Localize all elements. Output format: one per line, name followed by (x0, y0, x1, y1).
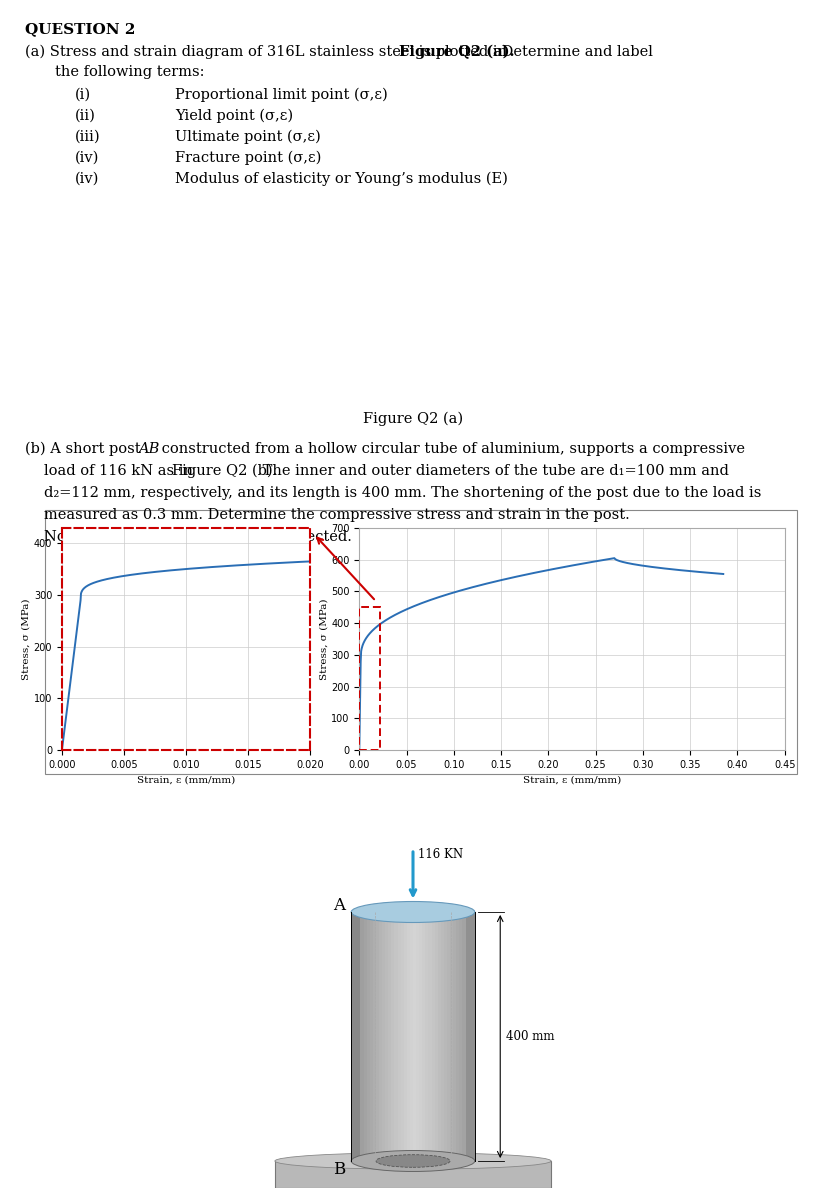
Y-axis label: Stress, σ (MPa): Stress, σ (MPa) (22, 599, 31, 679)
Text: Figure Q2 (a): Figure Q2 (a) (363, 412, 463, 426)
Text: (iv): (iv) (75, 151, 99, 164)
Text: 400 mm: 400 mm (506, 1030, 554, 1043)
Text: load of 116 kN as in: load of 116 kN as in (44, 464, 197, 478)
Text: constructed from a hollow circular tube of aluminium, supports a compressive: constructed from a hollow circular tube … (157, 442, 745, 456)
Text: The inner and outer diameters of the tube are d₁=100 mm and: The inner and outer diameters of the tub… (258, 464, 729, 478)
Text: (iii): (iii) (75, 130, 101, 144)
Ellipse shape (351, 901, 475, 923)
X-axis label: Strain, ε (mm/mm): Strain, ε (mm/mm) (137, 775, 235, 785)
Ellipse shape (275, 1153, 551, 1169)
Text: Fracture point (σ,ε): Fracture point (σ,ε) (175, 151, 321, 166)
Text: Ultimate point (σ,ε): Ultimate point (σ,ε) (175, 130, 320, 144)
Text: Note: the weight of the post is neglected.: Note: the weight of the post is neglecte… (44, 530, 352, 544)
Ellipse shape (376, 1154, 450, 1168)
Text: QUESTION 2: QUESTION 2 (25, 22, 135, 36)
Text: (b) A short post: (b) A short post (25, 442, 145, 456)
Text: (iv): (iv) (75, 172, 99, 186)
Text: d₂=112 mm, respectively, and its length is 400 mm. The shortening of the post du: d₂=112 mm, respectively, and its length … (44, 486, 762, 500)
Text: measured as 0.3 mm. Determine the compressive stress and strain in the post.: measured as 0.3 mm. Determine the compre… (44, 508, 629, 522)
X-axis label: Strain, ε (mm/mm): Strain, ε (mm/mm) (523, 775, 621, 785)
Polygon shape (275, 1162, 551, 1188)
Text: B: B (333, 1162, 345, 1178)
Ellipse shape (351, 1151, 475, 1171)
Text: Yield point (σ,ε): Yield point (σ,ε) (175, 109, 293, 124)
Text: Figure Q2 (a).: Figure Q2 (a). (399, 44, 515, 59)
Text: (a) Stress and strain diagram of 316L stainless steel is plotted in: (a) Stress and strain diagram of 316L st… (25, 44, 512, 59)
Text: (i): (i) (75, 88, 91, 102)
Text: (ii): (ii) (75, 109, 96, 122)
Text: A: A (333, 898, 345, 914)
Text: Proportional limit point (σ,ε): Proportional limit point (σ,ε) (175, 88, 387, 102)
Text: the following terms:: the following terms: (55, 65, 205, 79)
Text: Determine and label: Determine and label (497, 44, 653, 59)
Y-axis label: Stress, σ (MPa): Stress, σ (MPa) (320, 599, 328, 679)
Text: Figure Q2 (b).: Figure Q2 (b). (172, 464, 278, 479)
Text: AB: AB (138, 442, 159, 456)
Bar (359, 607, 380, 750)
Text: Modulus of elasticity or Young’s modulus (E): Modulus of elasticity or Young’s modulus… (175, 172, 508, 186)
Bar (45, 510, 797, 774)
Text: 116 KN: 116 KN (419, 847, 463, 860)
Text: Figure Q2 (b): Figure Q2 (b) (363, 1170, 463, 1184)
